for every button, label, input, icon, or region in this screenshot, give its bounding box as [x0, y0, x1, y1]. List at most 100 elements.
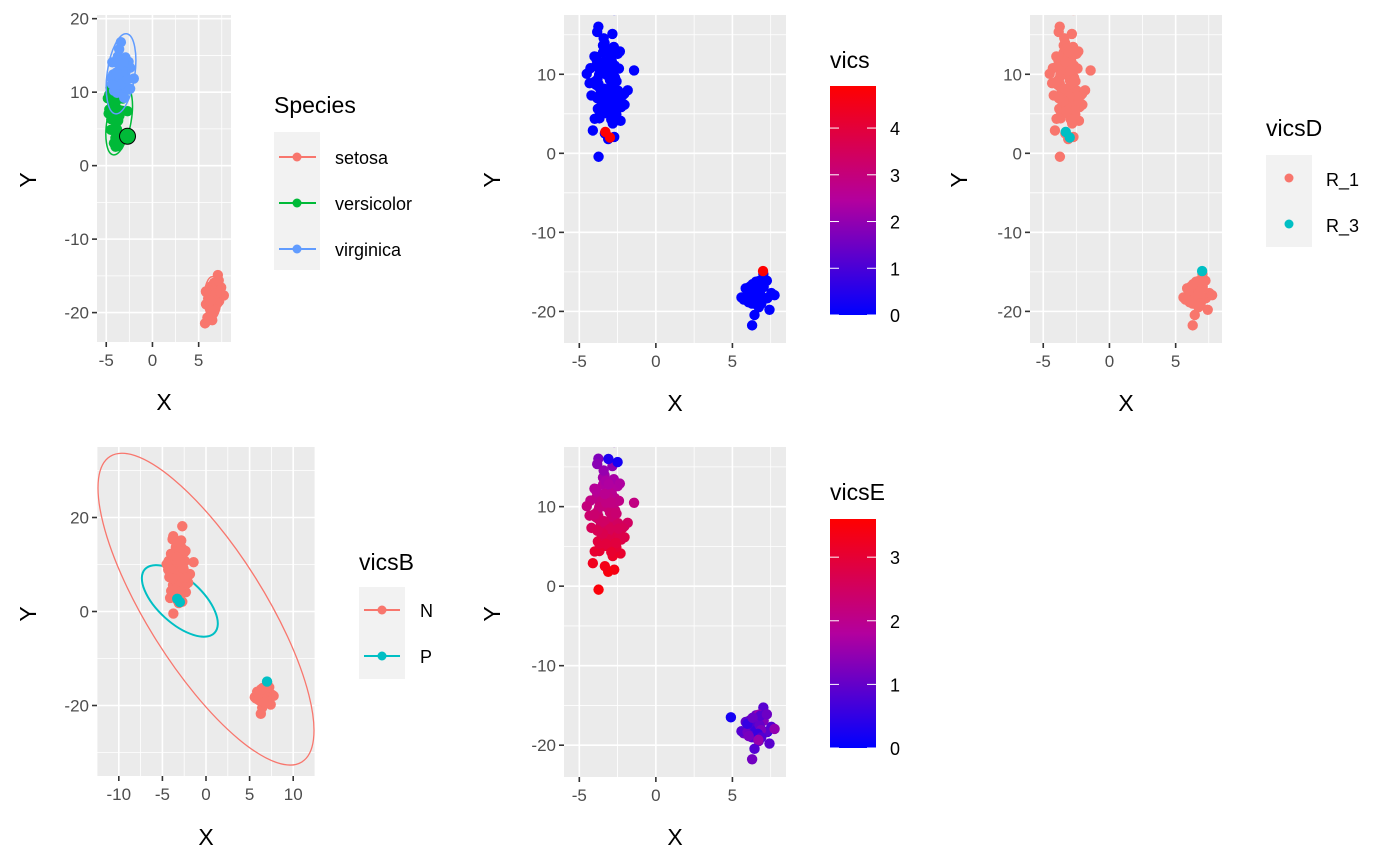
colorbar-tick-label: 0: [890, 739, 900, 759]
data-point: [1044, 68, 1055, 80]
data-point: [598, 516, 610, 527]
data-point: [1184, 297, 1195, 308]
legend-title: vicsD: [1266, 115, 1322, 141]
data-point: [171, 551, 183, 563]
legend-entry-N: N: [364, 601, 433, 621]
x-tick-label: 5: [728, 786, 737, 805]
colorbar-gradient: [830, 519, 876, 748]
data-point: [1051, 76, 1062, 88]
data-point: [607, 28, 618, 40]
data-point: [598, 33, 609, 44]
data-point: [1069, 75, 1080, 87]
data-point: [589, 76, 600, 88]
data-point: [592, 92, 603, 104]
x-tick-label: 5: [194, 351, 203, 370]
data-points: [581, 447, 780, 765]
data-point: [1187, 320, 1198, 331]
data-point: [603, 46, 614, 58]
axes: -5 0 5 -20 -10 0 10: [997, 65, 1180, 371]
colorbar-tick-label: 3: [890, 166, 900, 186]
data-point: [1187, 278, 1199, 290]
data-point: [605, 65, 616, 76]
y-tick-label: 20: [70, 509, 89, 528]
legend-label: virginica: [335, 240, 402, 260]
legend-key-point: [377, 605, 387, 615]
data-point: [1202, 304, 1213, 315]
data-point: [259, 697, 270, 708]
y-tick-label: 10: [1003, 65, 1022, 84]
data-point: [628, 497, 640, 508]
data-point: [1064, 65, 1076, 76]
data-point-setosa: [202, 312, 213, 323]
data-point: [599, 560, 611, 572]
data-point: [613, 90, 624, 102]
legend-vicsB: vicsB N P: [359, 549, 433, 679]
data-point: [1206, 290, 1218, 301]
data-point: [598, 83, 610, 94]
data-point: [628, 65, 640, 76]
highlighted-data-point: [757, 265, 769, 277]
legend-title: Species: [274, 92, 356, 118]
highlighted-point: [118, 127, 136, 145]
data-point: [1059, 33, 1070, 44]
data-point-setosa: [213, 275, 224, 286]
data-point: [614, 46, 626, 57]
y-axis-title: Y: [15, 606, 41, 621]
colorbar-gradient: [830, 86, 876, 315]
data-point: [592, 525, 603, 536]
data-point: [606, 547, 617, 558]
y-tick-label: -10: [531, 223, 556, 242]
colorbar-tick-label: 0: [890, 306, 900, 326]
panel-vicsD: -5 0 5 -20 -10 0 10 X Y vicsD R_1 R_3: [946, 15, 1359, 416]
legend-species: Species setosa versicolor virginica: [274, 92, 412, 270]
colorbar-tick-label: 1: [890, 675, 900, 695]
data-point: [761, 709, 773, 720]
legend-key-background: [359, 587, 405, 679]
data-points: [581, 15, 780, 331]
legend-entry-R_1: R_1: [1284, 170, 1359, 191]
data-point: [168, 608, 179, 619]
y-tick-label: 10: [537, 65, 556, 84]
data-point: [764, 738, 775, 749]
data-point: [746, 754, 758, 765]
data-point: [1072, 90, 1083, 102]
y-tick-label: 10: [537, 498, 556, 517]
x-tick-label: 5: [728, 352, 737, 371]
data-point: [600, 538, 612, 550]
y-tick-label: -10: [997, 223, 1022, 242]
data-point-setosa: [214, 286, 226, 298]
data-point: [591, 51, 602, 63]
x-tick-label: 0: [651, 786, 660, 805]
legend-vicsD: vicsD R_1 R_3: [1266, 115, 1359, 247]
data-point: [581, 501, 592, 512]
y-tick-label: 0: [547, 144, 556, 163]
highlighted-data-point: [1064, 132, 1075, 143]
colorbar-ticks: 0 1 2 3 4: [830, 119, 900, 326]
data-point: [1066, 28, 1078, 40]
data-point-versicolor: [103, 108, 114, 119]
data-point-virginica: [108, 80, 120, 91]
y-axis-title: Y: [479, 606, 505, 621]
data-point: [599, 488, 611, 500]
data-point: [769, 290, 780, 301]
legend-key-point: [1284, 173, 1294, 183]
y-axis-title: Y: [946, 172, 972, 187]
highlighted-data-point: [174, 596, 186, 608]
x-axis-title: X: [1118, 390, 1133, 416]
x-tick-label: -5: [1036, 352, 1051, 371]
colorbar-vicsE: vicsE 0 1 2 3: [830, 479, 900, 759]
axes: -5 0 5 -20 -10 0 10: [531, 498, 737, 805]
data-point: [1189, 309, 1200, 321]
data-point-setosa: [205, 295, 216, 306]
data-point: [746, 320, 758, 331]
legend-label: R_1: [1326, 170, 1359, 191]
legend-key-point: [377, 651, 387, 661]
highlighted-data-point: [261, 676, 273, 687]
data-point: [600, 106, 612, 117]
data-point: [593, 584, 604, 595]
data-point: [1060, 56, 1071, 67]
x-tick-label: 5: [245, 785, 254, 804]
y-tick-label: -20: [64, 304, 89, 323]
data-point: [587, 125, 599, 136]
data-point: [591, 26, 603, 38]
